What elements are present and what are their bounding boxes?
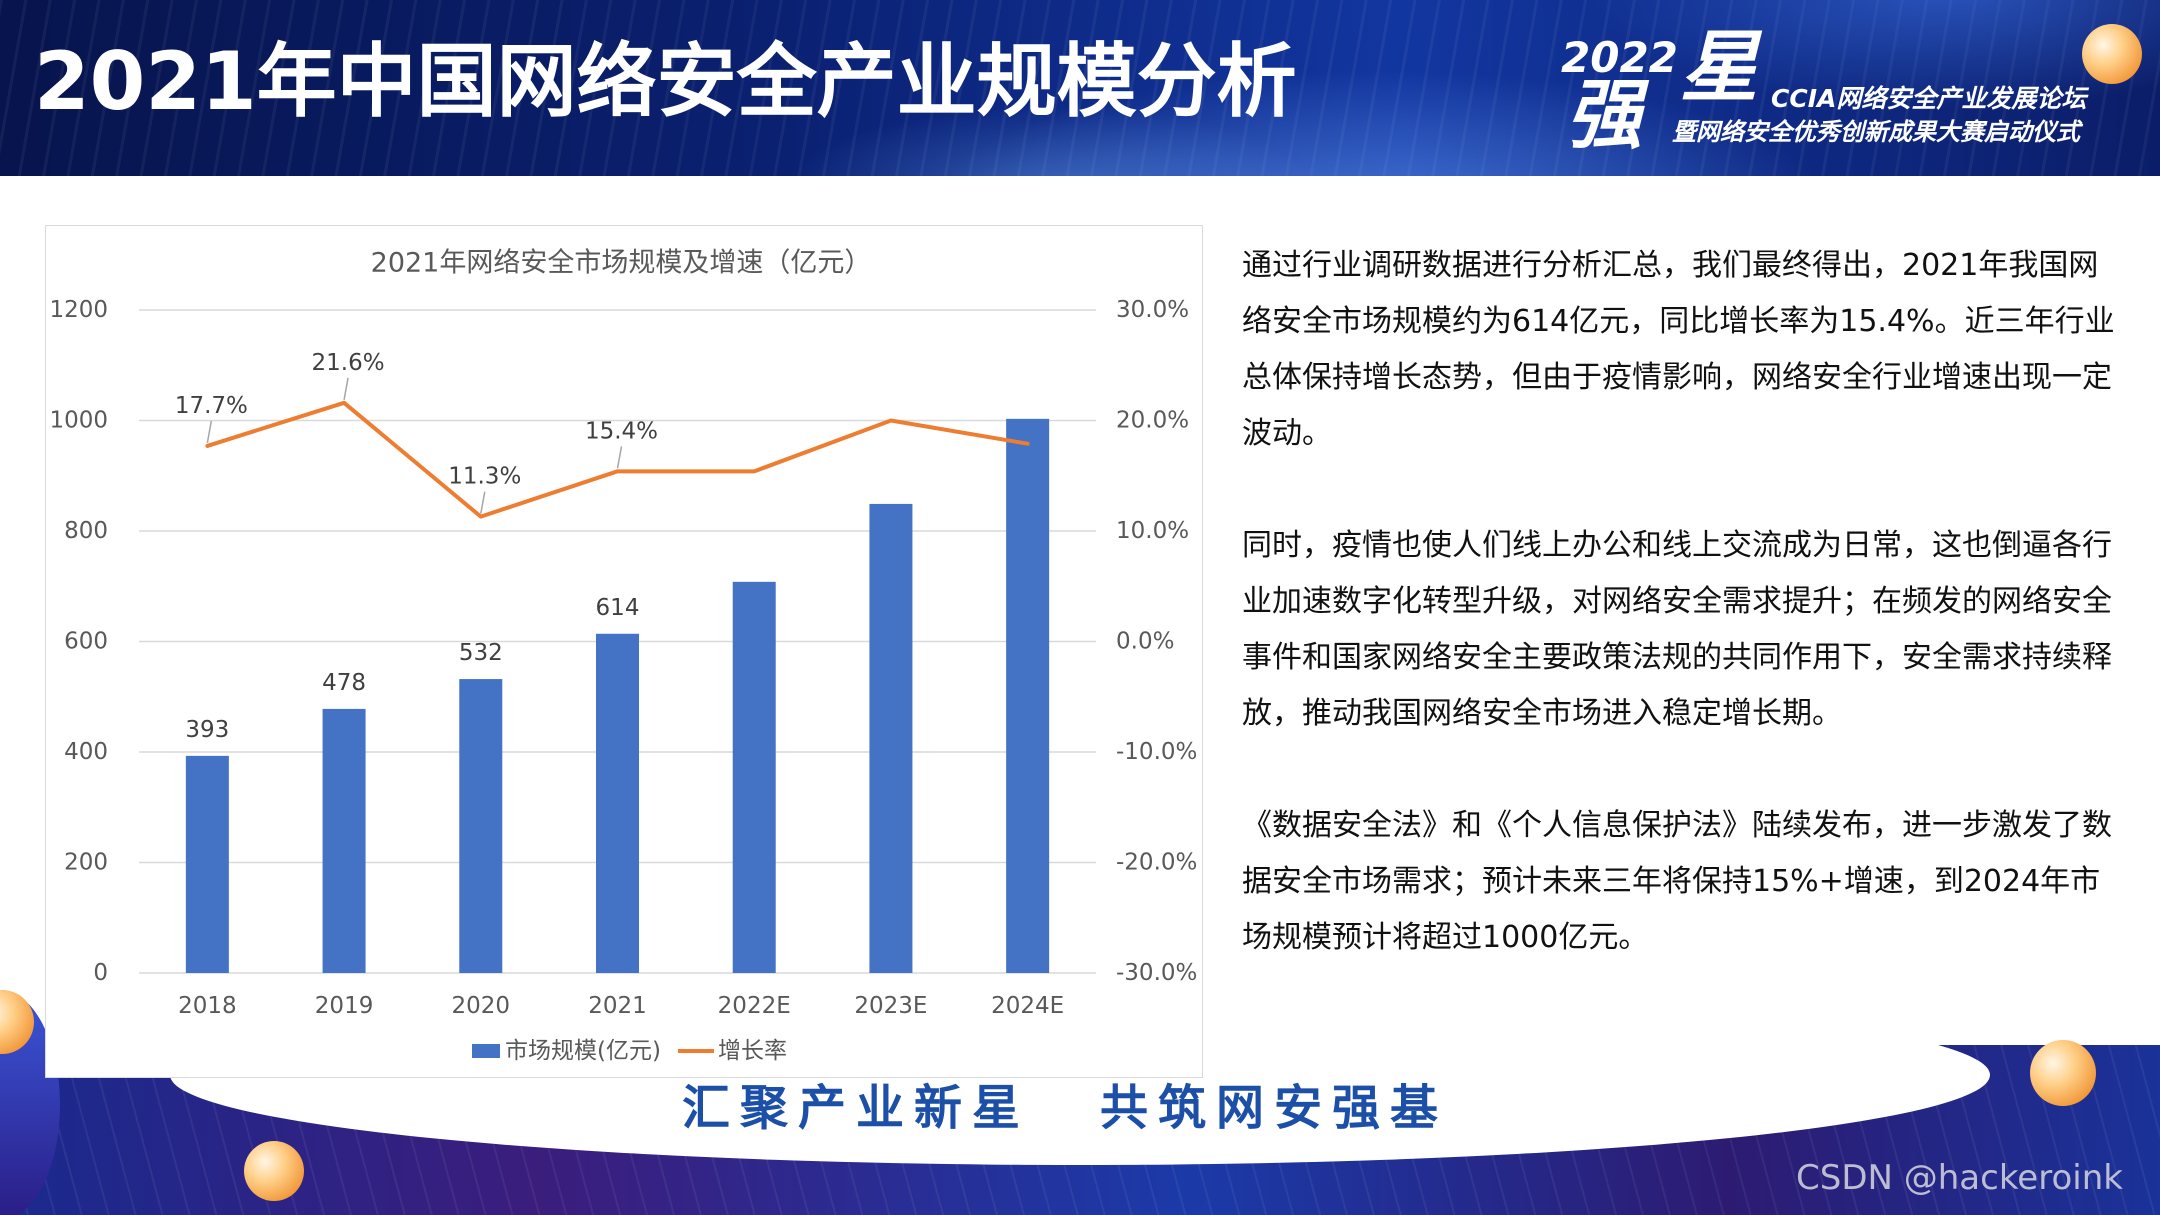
decorative-orb [2030, 1040, 2096, 1106]
x-tick-label: 2019 [315, 993, 374, 1019]
decorative-orb [2082, 24, 2142, 84]
logo-forum-name: CCIA网络安全产业发展论坛 [1771, 84, 2087, 113]
y-right-tick-label: 10.0% [1116, 518, 1189, 544]
y-left-tick-label: 1000 [49, 408, 108, 434]
data-label-leader [206, 420, 213, 444]
y-left-tick-label: 1200 [49, 297, 108, 323]
market-size-chart: 2021年网络安全市场规模及增速（亿元） 0 200 400 600 800 1000 120… [49, 248, 1197, 1065]
y-right-tick-label: 0.0% [1116, 629, 1174, 655]
x-tick-label: 2023E [854, 993, 927, 1019]
paragraph: 《数据安全法》和《个人信息保护法》陆续发布，进一步激发了数据安全市场需求；预计未… [1242, 808, 2112, 955]
data-label-leader [343, 377, 349, 400]
decorative-orb [244, 1141, 304, 1201]
legend-swatch-bar [472, 1044, 500, 1058]
y-right-tick-label: 30.0% [1116, 297, 1189, 323]
y-right-tick-label: -30.0% [1116, 960, 1197, 986]
x-tick-label: 2021 [588, 993, 647, 1019]
x-tick-label: 2018 [178, 993, 237, 1019]
line-data-label: 15.4% [585, 418, 658, 444]
growth-rate-line [205, 400, 1030, 519]
y-left-tick-label: 0 [93, 960, 108, 986]
data-label-leader [616, 446, 623, 469]
bar [459, 679, 503, 973]
y-right-tick-label: -20.0% [1116, 850, 1197, 876]
logo-year: 2022 [1561, 33, 1678, 82]
bar [596, 633, 639, 973]
line-data-label: 21.6% [312, 350, 385, 376]
page-title: 2021年中国网络安全产业规模分析 [34, 35, 1297, 128]
chart-container: 2021年网络安全市场规模及增速（亿元） 0 200 400 600 800 1000 120… [45, 225, 1203, 1078]
data-label-leader [480, 491, 486, 514]
line-data-label: 17.7% [175, 393, 248, 419]
legend-label-line: 增长率 [718, 1038, 787, 1064]
watermark: CSDN @hackeroink [1796, 1158, 2123, 1198]
x-tick-label: 2024E [991, 993, 1064, 1019]
chart-title: 2021年网络安全市场规模及增速（亿元） [371, 248, 872, 279]
y-left-tick-label: 200 [64, 850, 108, 876]
y-right-tick-label: -10.0% [1116, 739, 1197, 765]
y-left-tick-label: 600 [64, 629, 108, 655]
analysis-text: 通过行业调研数据进行分析汇总，我们最终得出，2021年我国网络安全市场规模约为6… [1242, 238, 2124, 1022]
bar [322, 708, 366, 973]
paragraph: 通过行业调研数据进行分析汇总，我们最终得出，2021年我国网络安全市场规模约为6… [1242, 248, 2115, 451]
y-right-tick-label: 20.0% [1116, 408, 1189, 434]
bar-data-label: 393 [185, 717, 229, 743]
y-left-tick-label: 800 [64, 518, 108, 544]
y-left-tick-label: 400 [64, 739, 108, 765]
line-data-label: 11.3% [448, 464, 521, 490]
slogan-left: 汇聚产业新星 [682, 1080, 1031, 1136]
legend-label-bar: 市场规模(亿元) [505, 1038, 661, 1064]
bar [185, 755, 229, 973]
logo-char-bottom: 强 [1566, 70, 1642, 159]
bar [869, 503, 913, 973]
paragraph: 同时，疫情也使人们线上办公和线上交流成为日常，这也倒逼各行业加速数字化转型升级，… [1242, 528, 2112, 731]
bar-data-label: 614 [596, 595, 640, 621]
bar-data-label: 532 [459, 640, 503, 666]
bar-data-label: 478 [322, 670, 366, 696]
x-tick-label: 2020 [452, 993, 511, 1019]
header-banner: 2021年中国网络安全产业规模分析 2022 星 强 CCIA网络安全产业发展论… [0, 0, 2160, 176]
slogan: 汇聚产业新星 共筑网安强基 [682, 1078, 1448, 1138]
logo-event-name: 暨网络安全优秀创新成果大赛启动仪式 [1672, 118, 2080, 146]
slogan-right: 共筑网安强基 [1100, 1080, 1449, 1136]
logo-char-top: 星 [1680, 23, 1759, 113]
x-tick-label: 2022E [718, 993, 791, 1019]
bar [732, 581, 776, 973]
bar [1006, 418, 1050, 973]
